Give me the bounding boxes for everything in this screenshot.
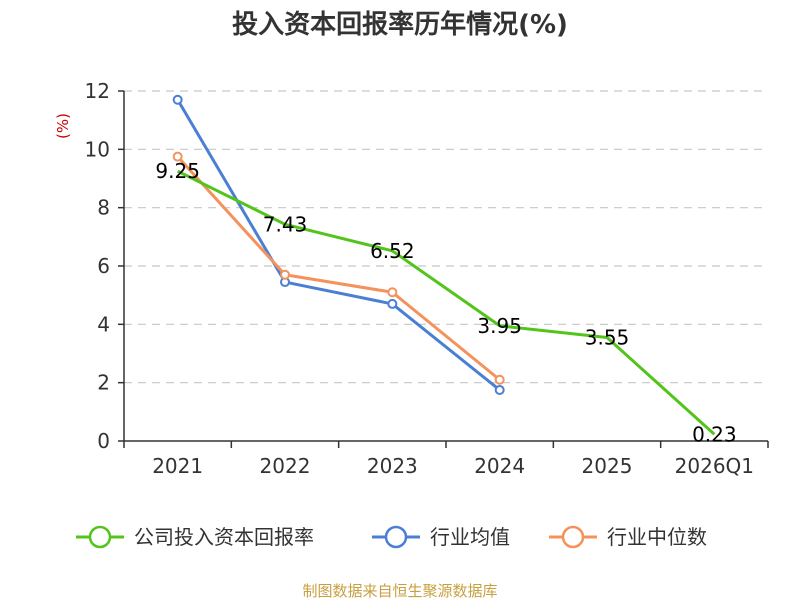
data-point <box>387 287 398 298</box>
y-tick-label: 8 <box>97 196 110 220</box>
x-tick-label: 2023 <box>367 454 418 478</box>
y-tick-label: 12 <box>85 79 110 103</box>
legend-marker <box>384 525 408 549</box>
legend-label: 公司投入资本回报率 <box>134 525 314 549</box>
grid-lines <box>124 90 768 384</box>
legend: 公司投入资本回报率 行业均值 行业中位数 <box>76 525 707 549</box>
legend-label: 行业中位数 <box>607 525 707 549</box>
data-label: 3.95 <box>477 314 522 338</box>
x-tick-label: 2026Q1 <box>675 454 754 478</box>
legend-marker <box>88 525 112 549</box>
x-tick-label: 2024 <box>474 454 525 478</box>
data-label: 3.55 <box>585 325 630 349</box>
data-label: 6.52 <box>370 239 415 263</box>
axes: 0 2 4 6 8 10 12 2021 2022 2023 2024 2025 2026Q1 <box>85 79 769 478</box>
data-label: 7.43 <box>263 212 308 236</box>
series-line-1 <box>176 98 501 392</box>
x-tick-label: 2025 <box>582 454 633 478</box>
source-note: 制图数据来自恒生聚源数据库 <box>302 582 497 600</box>
data-point <box>494 384 505 395</box>
legend-marker <box>561 525 585 549</box>
series-line-0 <box>177 169 716 436</box>
chart-title: 投入资本回报率历年情况(%) <box>232 9 568 40</box>
data-labels: 9.25 7.43 6.52 3.95 3.55 0.23 <box>155 159 736 446</box>
data-label: 0.23 <box>692 422 737 446</box>
y-tick-label: 2 <box>97 371 110 395</box>
data-point <box>494 374 505 385</box>
x-tick-label: 2022 <box>260 454 311 478</box>
y-axis-label: (%) <box>54 113 72 139</box>
data-point <box>387 298 398 309</box>
series-layer <box>172 94 716 436</box>
y-tick-label: 10 <box>85 137 110 161</box>
data-point <box>172 94 183 105</box>
data-point <box>172 151 183 162</box>
data-label: 9.25 <box>155 159 200 183</box>
legend-label: 行业均值 <box>430 525 510 549</box>
data-point <box>280 269 290 280</box>
y-tick-label: 0 <box>97 429 110 453</box>
y-tick-label: 4 <box>97 312 110 336</box>
series-line-2 <box>176 155 501 381</box>
y-tick-label: 6 <box>97 254 110 278</box>
x-tick-label: 2021 <box>152 454 203 478</box>
